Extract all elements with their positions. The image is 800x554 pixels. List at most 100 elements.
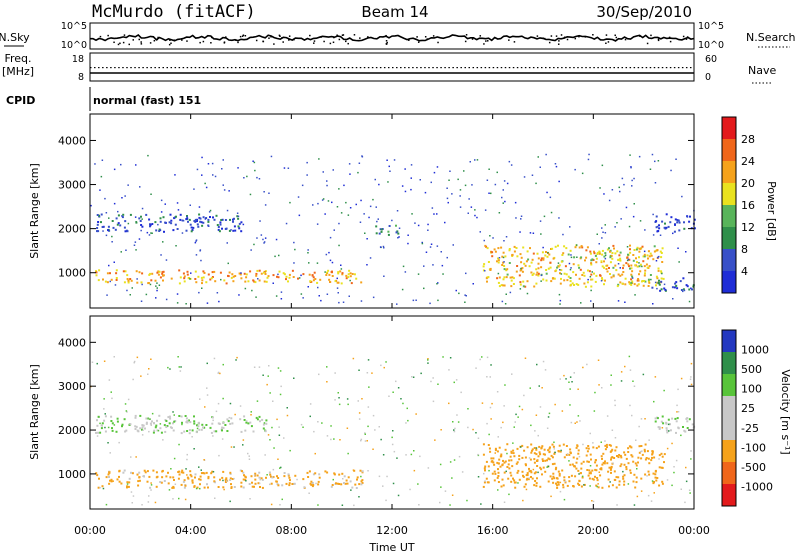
data-cell: [566, 279, 569, 282]
scatter-point: [460, 391, 462, 394]
scatter-point: [621, 177, 624, 180]
data-cell: [546, 255, 549, 258]
data-cell: [502, 251, 505, 254]
scatter-point: [678, 261, 680, 263]
data-cell: [568, 480, 571, 483]
data-cell: [207, 218, 210, 221]
data-cell: [637, 456, 640, 459]
data-cell: [506, 466, 509, 468]
data-cell: [590, 262, 593, 265]
scatter-point: [590, 289, 592, 292]
data-cell: [609, 250, 611, 253]
data-cell: [129, 278, 132, 280]
scatter-point: [349, 173, 351, 175]
scatter-point: [383, 366, 385, 369]
scatter-point: [427, 362, 429, 364]
scatter-point: [321, 422, 323, 424]
data-cell: [614, 252, 617, 255]
nave-tick-top: 60: [705, 54, 717, 65]
data-cell: [214, 280, 217, 283]
data-cell: [293, 482, 296, 485]
data-cell: [530, 476, 532, 478]
scatter-point: [529, 387, 531, 389]
data-cell: [592, 446, 595, 449]
nsearch-point: [584, 36, 587, 38]
scatter-point: [392, 430, 394, 432]
scatter-point: [520, 446, 522, 448]
scatter-point: [503, 261, 505, 263]
nsearch-point: [386, 41, 388, 44]
data-cell: [636, 261, 638, 264]
data-cell: [110, 278, 113, 281]
data-cell: [199, 478, 202, 481]
data-cell: [661, 261, 664, 263]
data-cell: [483, 467, 486, 470]
colorbar-segment: [722, 352, 736, 374]
scatter-point: [586, 363, 588, 366]
scatter-point: [451, 494, 454, 496]
nave-point: [480, 67, 483, 69]
data-cell: [317, 483, 320, 486]
nave-point: [412, 67, 414, 69]
scatter-point: [502, 421, 504, 424]
data-cell: [661, 466, 664, 469]
data-cell: [255, 272, 258, 275]
nsearch-tick-top: 10^5: [698, 21, 724, 32]
scatter-point: [176, 293, 179, 295]
nsearch-point: [170, 42, 172, 45]
data-cell: [184, 484, 187, 487]
nsearch-point: [359, 37, 361, 39]
data-cell: [608, 466, 611, 469]
data-cell: [606, 270, 609, 273]
scatter-point: [466, 499, 468, 502]
data-cell: [125, 429, 128, 432]
data-cell: [211, 271, 214, 274]
scatter-point: [410, 164, 413, 166]
data-cell: [199, 220, 202, 223]
scatter-point: [397, 494, 400, 497]
data-cell: [683, 221, 685, 224]
scatter-point: [644, 229, 646, 231]
scatter-point: [372, 198, 374, 201]
data-cell: [569, 249, 572, 252]
scatter-point: [360, 199, 362, 202]
data-cell: [258, 269, 261, 272]
data-cell: [658, 279, 660, 282]
nsearch-point: [244, 34, 247, 37]
data-cell: [657, 267, 660, 270]
nsearch-point: [508, 39, 510, 41]
data-cell: [556, 486, 559, 489]
data-cell: [127, 485, 130, 488]
scatter-point: [364, 433, 366, 435]
data-cell: [642, 260, 645, 263]
scatter-point: [189, 204, 191, 206]
colorbar-tick-label: -100: [741, 441, 766, 454]
velocity-colorbar-label: Velocity [m s⁻¹]: [779, 369, 792, 454]
nsearch-point: [562, 37, 565, 39]
scatter-point: [366, 238, 368, 240]
scatter-point: [477, 453, 479, 456]
data-cell: [177, 477, 180, 480]
scatter-point: [464, 301, 466, 303]
nsearch-point: [417, 41, 420, 43]
data-cell: [129, 423, 132, 426]
scatter-point: [196, 427, 199, 430]
scatter-point: [641, 265, 643, 268]
data-cell: [498, 285, 501, 288]
data-cell: [153, 429, 156, 432]
nave-point: [569, 67, 571, 69]
data-cell: [665, 429, 668, 432]
scatter-point: [349, 207, 352, 209]
data-cell: [101, 422, 104, 425]
scatter-point: [467, 408, 469, 410]
data-cell: [487, 276, 490, 279]
scatter-point: [417, 483, 419, 485]
data-cell: [655, 281, 658, 284]
nsearch-point: [657, 39, 660, 42]
scatter-point: [400, 398, 402, 400]
nave-point: [287, 67, 289, 69]
scatter-point: [471, 184, 473, 186]
data-cell: [533, 452, 536, 455]
nsearch-point: [138, 38, 140, 41]
data-cell: [258, 471, 261, 474]
